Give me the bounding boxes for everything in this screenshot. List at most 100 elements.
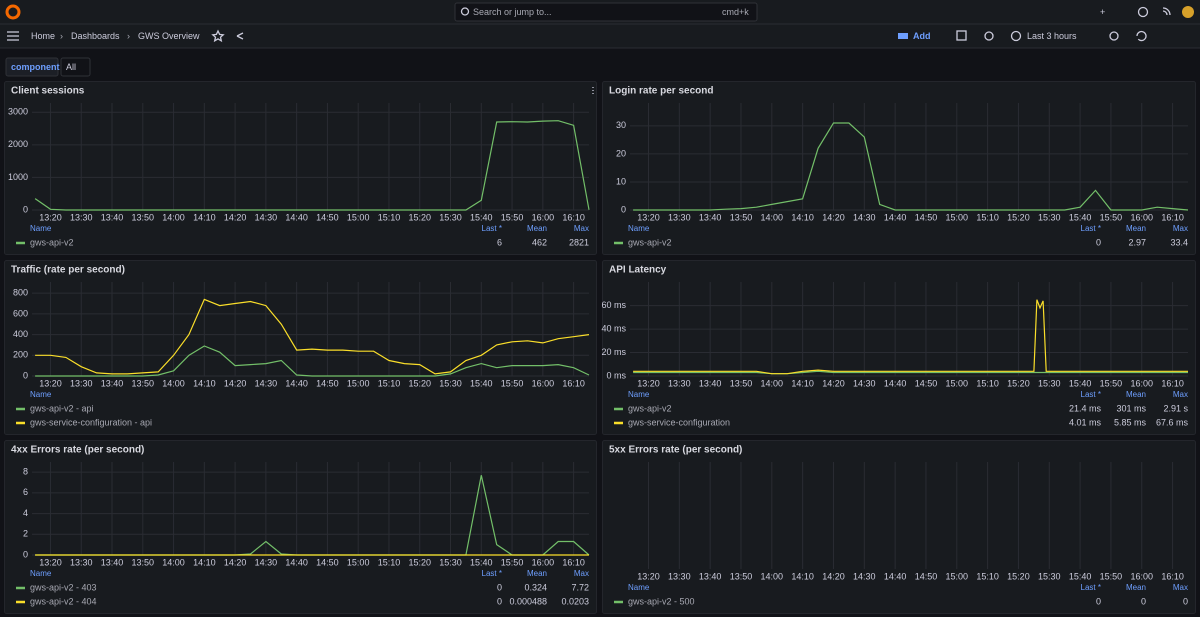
x-tick-label: 15:30 — [439, 378, 462, 388]
zoom-out-icon[interactable] — [1109, 31, 1119, 41]
x-tick-label: 14:50 — [316, 378, 339, 388]
x-tick-label: 14:10 — [193, 557, 216, 567]
legend-header: Mean — [1126, 224, 1146, 233]
x-tick-label: 14:10 — [193, 212, 216, 222]
legend-stat: 5.85 ms — [1114, 417, 1147, 427]
series-line — [35, 298, 590, 375]
y-tick-label: 30 — [616, 120, 626, 130]
star-icon[interactable] — [211, 29, 225, 43]
legend-header: Mean — [1126, 583, 1146, 592]
x-tick-label: 14:30 — [255, 557, 278, 567]
legend-name[interactable]: gws-api-v2 — [30, 237, 74, 247]
y-tick-label: 2000 — [8, 139, 28, 149]
x-tick-label: 16:00 — [532, 557, 555, 567]
clock-icon — [1010, 30, 1022, 42]
x-tick-label: 16:00 — [532, 212, 555, 222]
x-tick-label: 14:10 — [791, 571, 814, 581]
variable-label-box — [5, 57, 59, 77]
help-icon[interactable] — [1137, 6, 1149, 18]
x-tick-label: 13:50 — [132, 378, 155, 388]
x-tick-label: 15:10 — [378, 557, 401, 567]
x-tick-label: 13:30 — [668, 571, 691, 581]
legend-name[interactable]: gws-service-configuration - api — [30, 417, 152, 427]
x-tick-label: 16:10 — [1161, 212, 1184, 222]
search-icon — [460, 7, 470, 16]
y-tick-label: 0 — [23, 370, 28, 380]
x-tick-label: 15:20 — [408, 378, 431, 388]
menu-icon[interactable] — [7, 31, 19, 41]
legend-name[interactable]: gws-api-v2 - 500 — [628, 596, 695, 606]
x-tick-label: 14:40 — [285, 557, 308, 567]
y-tick-label: 600 — [13, 308, 28, 318]
x-tick-label: 13:40 — [101, 557, 124, 567]
x-tick-label: 13:50 — [132, 557, 155, 567]
legend-header: Name — [628, 390, 650, 399]
panel: 4xx Errors rate (per second) 13:20 13:30 13… — [4, 440, 597, 614]
x-tick-label: 15:00 — [347, 212, 370, 222]
x-tick-label: 15:40 — [1069, 571, 1092, 581]
y-tick-label: 20 — [616, 148, 626, 158]
x-tick-label: 16:00 — [532, 378, 555, 388]
search-box[interactable] — [454, 2, 758, 22]
x-tick-label: 13:40 — [699, 378, 722, 388]
x-tick-label: 15:00 — [946, 571, 969, 581]
variable-select[interactable] — [60, 57, 91, 77]
x-tick-label: 15:10 — [976, 571, 999, 581]
news-icon[interactable] — [1162, 7, 1171, 16]
variable-value: All — [66, 62, 76, 72]
legend-name[interactable]: gws-api-v2 - 403 — [30, 582, 97, 592]
legend-header: Last * — [1081, 224, 1101, 233]
panel-background — [4, 81, 597, 255]
x-tick-label: 13:20 — [637, 571, 660, 581]
save-icon[interactable] — [956, 30, 967, 41]
x-tick-label: 14:30 — [853, 571, 876, 581]
legend-stat: 0.324 — [524, 582, 547, 592]
panel-background — [4, 440, 597, 614]
x-tick-label: 14:40 — [884, 212, 907, 222]
legend-header: Max — [574, 224, 589, 233]
settings-icon[interactable] — [984, 31, 994, 41]
x-tick-label: 14:20 — [224, 557, 247, 567]
legend-name[interactable]: gws-api-v2 — [628, 237, 672, 247]
x-tick-label: 13:30 — [70, 212, 93, 222]
x-tick-label: 16:10 — [1161, 571, 1184, 581]
x-tick-label: 15:40 — [1069, 212, 1092, 222]
x-tick-label: 14:20 — [822, 212, 845, 222]
legend-name[interactable]: gws-api-v2 - api — [30, 403, 94, 413]
breadcrumb[interactable]: Dashboards — [71, 31, 120, 41]
x-tick-label: 13:50 — [730, 571, 753, 581]
time-range-picker[interactable]: Last 3 hours — [1027, 31, 1077, 41]
x-tick-label: 13:30 — [70, 378, 93, 388]
search-placeholder: Search or jump to... — [473, 7, 552, 17]
x-tick-label: 16:10 — [562, 212, 585, 222]
share-icon[interactable] — [236, 32, 244, 40]
x-tick-label: 14:20 — [224, 212, 247, 222]
legend-stat: 0.0203 — [561, 596, 589, 606]
plus-icon[interactable]: + — [1100, 7, 1105, 17]
legend-header: Name — [628, 224, 650, 233]
avatar[interactable] — [1182, 6, 1194, 18]
legend-header: Mean — [1126, 390, 1146, 399]
logo[interactable] — [5, 4, 21, 20]
refresh-icon[interactable] — [1136, 30, 1147, 42]
x-tick-label: 14:50 — [915, 212, 938, 222]
legend-header: Max — [1173, 390, 1188, 399]
x-tick-label: 14:20 — [822, 571, 845, 581]
x-tick-label: 15:30 — [1038, 212, 1061, 222]
x-tick-label: 13:30 — [70, 557, 93, 567]
x-tick-label: 15:10 — [378, 212, 401, 222]
add-button[interactable]: Add — [913, 31, 931, 41]
x-tick-label: 15:50 — [1100, 212, 1123, 222]
panel-title: API Latency — [609, 265, 667, 276]
legend-header: Mean — [527, 224, 547, 233]
breadcrumb[interactable]: GWS Overview — [138, 31, 200, 41]
y-tick-label: 3000 — [8, 107, 28, 117]
x-tick-label: 14:30 — [853, 212, 876, 222]
x-tick-label: 15:20 — [1007, 378, 1030, 388]
legend-name[interactable]: gws-api-v2 - 404 — [30, 596, 97, 606]
breadcrumb[interactable]: Home — [31, 31, 55, 41]
x-tick-label: 13:50 — [132, 212, 155, 222]
y-tick-label: 800 — [13, 288, 28, 298]
legend-name[interactable]: gws-service-configuration — [628, 417, 730, 427]
legend-name[interactable]: gws-api-v2 — [628, 403, 672, 413]
